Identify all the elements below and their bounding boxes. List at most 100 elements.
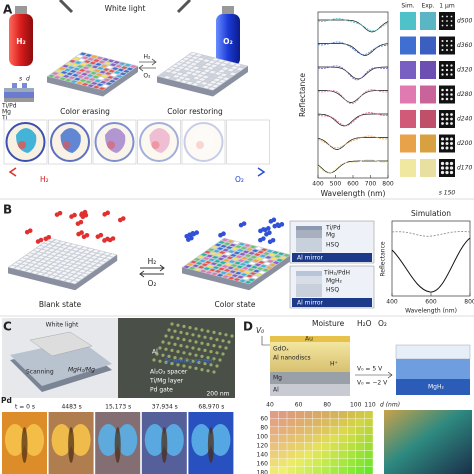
label: O₂ — [378, 319, 387, 328]
shape: 400 500 600 700 800 — [312, 18, 394, 188]
sem-dot — [445, 68, 449, 72]
pixel — [215, 82, 223, 86]
pixel — [185, 71, 193, 75]
pixel — [212, 68, 220, 72]
nanodisc — [185, 345, 189, 349]
map-cell — [270, 459, 279, 467]
pixel — [64, 269, 72, 273]
pixel — [208, 87, 216, 90]
pixel — [68, 277, 76, 280]
pixel — [274, 255, 281, 258]
nanodisc — [188, 352, 192, 356]
pixel — [206, 56, 214, 60]
pixel — [256, 257, 263, 260]
pixel — [49, 242, 57, 246]
shape — [12, 83, 17, 88]
sem-dot — [450, 20, 453, 22]
molecule — [266, 226, 271, 231]
molecule — [271, 217, 277, 223]
pixel — [258, 271, 266, 274]
pixel — [25, 259, 32, 263]
pixel — [240, 263, 247, 266]
pixel — [83, 250, 91, 254]
sem-dot — [445, 137, 449, 141]
pixel — [203, 267, 211, 271]
shape — [182, 238, 292, 291]
pixel — [229, 270, 237, 274]
map-cell — [338, 435, 347, 443]
shape — [355, 371, 393, 379]
pixel — [175, 62, 183, 66]
nanodisc — [197, 360, 201, 364]
nanodisc — [167, 354, 171, 358]
pixel — [257, 250, 265, 254]
pixel — [259, 254, 267, 258]
molecule — [98, 232, 104, 238]
pixel — [179, 59, 186, 63]
body — [161, 427, 168, 463]
pixel — [234, 63, 242, 67]
pixel — [165, 69, 172, 73]
row-label: d360 — [457, 42, 472, 49]
shape — [138, 64, 156, 72]
pixel — [222, 67, 229, 71]
sem-dot — [450, 88, 453, 92]
pixel — [252, 259, 260, 263]
sem-dot — [450, 15, 453, 18]
shape — [8, 238, 118, 291]
map-cell — [287, 467, 296, 474]
sem-dot — [445, 170, 449, 175]
map-cell — [364, 451, 373, 459]
pixel — [229, 243, 237, 247]
sem-dot — [450, 93, 453, 96]
map-cell — [364, 435, 373, 443]
label: Scanning screen — [165, 358, 215, 365]
shape — [395, 344, 471, 360]
pixel — [226, 246, 233, 250]
pixel — [52, 272, 59, 276]
map-cell — [278, 443, 287, 451]
platform — [8, 238, 118, 285]
map-cell — [356, 411, 365, 419]
pixel — [177, 66, 185, 69]
pixel — [85, 254, 93, 258]
nanodisc — [179, 344, 183, 348]
pixel — [240, 65, 247, 68]
map-cell — [287, 411, 296, 419]
pixel — [79, 69, 86, 72]
map-cell — [270, 435, 279, 443]
pixel — [87, 258, 95, 262]
image-face — [194, 128, 215, 153]
pixel — [237, 275, 244, 279]
sem-dot — [450, 39, 453, 43]
nanodisc — [164, 334, 168, 338]
pixel — [82, 257, 89, 260]
map-cell — [304, 411, 313, 419]
x-tick-label: 600 — [425, 299, 437, 306]
pixel — [206, 83, 214, 87]
shape — [296, 276, 322, 284]
pixel — [79, 269, 86, 273]
pixel — [175, 78, 182, 82]
spectrum-sim — [318, 66, 388, 80]
pixel — [191, 56, 199, 60]
label: Al nanodiscs — [273, 355, 311, 362]
pixel — [71, 264, 79, 268]
pixel — [38, 266, 46, 269]
pixel — [191, 83, 199, 86]
pixel — [211, 74, 219, 78]
pixel — [33, 248, 41, 252]
pixel — [103, 252, 111, 256]
label: H₂ — [144, 54, 152, 61]
map-cell — [356, 451, 365, 459]
pixel — [203, 59, 210, 62]
pixel — [107, 76, 114, 79]
pixel — [212, 256, 219, 259]
pixel — [169, 77, 177, 81]
pixel — [12, 263, 20, 266]
swatch-sim — [400, 61, 416, 79]
pixel — [220, 73, 228, 77]
label: Mg — [2, 109, 11, 116]
map-cell — [295, 443, 304, 451]
label: H₂ — [16, 37, 26, 46]
